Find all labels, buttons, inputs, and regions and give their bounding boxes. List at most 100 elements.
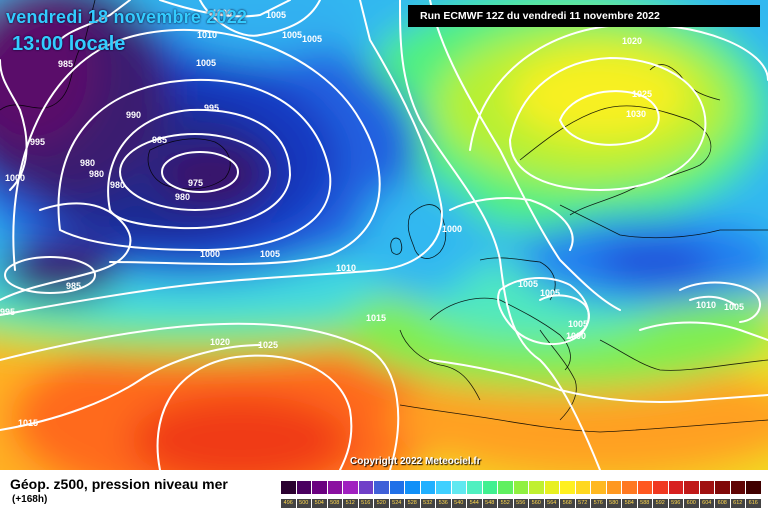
pressure-label: 1005 [302, 34, 322, 44]
pressure-label: 975 [188, 178, 203, 188]
color-swatch [482, 481, 498, 494]
scale-tick-label: 544 [467, 499, 483, 508]
scale-tick-label: 588 [637, 499, 653, 508]
scale-tick-label: 496 [281, 499, 297, 508]
color-swatch [374, 481, 390, 494]
pressure-label: 980 [175, 192, 190, 202]
isobar-low-west [4, 256, 96, 294]
scale-tick-label: 616 [746, 499, 762, 508]
pressure-label: 1005 [196, 58, 216, 68]
scale-tick-label: 592 [653, 499, 669, 508]
scale-tick-label: 548 [482, 499, 498, 508]
scale-tick-label: 556 [513, 499, 529, 508]
pressure-label: 1025 [258, 340, 278, 350]
scale-tick-label: 612 [730, 499, 746, 508]
color-swatch [668, 481, 684, 494]
color-swatch [746, 481, 762, 494]
pressure-label: 1025 [632, 89, 652, 99]
color-swatch [358, 481, 374, 494]
pressure-label: 1005 [724, 302, 744, 312]
color-swatch [606, 481, 622, 494]
color-swatch [575, 481, 591, 494]
pressure-label: 1020 [622, 36, 642, 46]
pressure-label: 980 [110, 180, 125, 190]
pressure-label: 985 [58, 59, 73, 69]
scale-tick-label: 512 [343, 499, 359, 508]
scale-tick-label: 572 [575, 499, 591, 508]
scale-tick-label: 560 [529, 499, 545, 508]
scale-tick-label: 536 [436, 499, 452, 508]
color-swatch [451, 481, 467, 494]
pressure-label: 995 [204, 103, 219, 113]
scale-tick-label: 568 [560, 499, 576, 508]
color-swatch [684, 481, 700, 494]
pressure-label: 1000 [200, 249, 220, 259]
pressure-label: 985 [66, 281, 81, 291]
scale-tick-label: 508 [327, 499, 343, 508]
scale-tick-label: 520 [374, 499, 390, 508]
color-swatch [699, 481, 715, 494]
scale-tick-label: 532 [420, 499, 436, 508]
pressure-label: 1010 [336, 263, 356, 273]
pressure-label: 1010 [696, 300, 716, 310]
scale-tick-label: 596 [668, 499, 684, 508]
pressure-label: 1015 [18, 418, 38, 428]
legend-bar: Géop. z500, pression niveau mer (+168h) … [0, 470, 768, 512]
color-swatch [281, 481, 297, 494]
color-swatch [296, 481, 312, 494]
scale-tick-label: 576 [591, 499, 607, 508]
pressure-label: 1020 [210, 337, 230, 347]
pressure-label: 1030 [626, 109, 646, 119]
color-swatch [730, 481, 746, 494]
color-swatch [622, 481, 638, 494]
color-swatch [436, 481, 452, 494]
color-swatch [312, 481, 328, 494]
pressure-label: 1010 [197, 30, 217, 40]
legend-title: Géop. z500, pression niveau mer [10, 476, 228, 492]
color-swatch [467, 481, 483, 494]
color-swatch [653, 481, 669, 494]
isobar-low-center [161, 151, 239, 193]
pressure-label: 1000 [566, 331, 586, 341]
color-swatch [327, 481, 343, 494]
color-swatch [343, 481, 359, 494]
scale-tick-label: 600 [684, 499, 700, 508]
color-swatch [560, 481, 576, 494]
forecast-date: vendredi 18 novembre 2022 [6, 7, 248, 27]
pressure-label: 1005 [568, 319, 588, 329]
color-swatch [529, 481, 545, 494]
pressure-label: 1005 [282, 30, 302, 40]
forecast-time: 13:00 locale [12, 33, 126, 55]
color-swatch [420, 481, 436, 494]
isobar-low-980 [119, 133, 271, 211]
pressure-labels: 1000 1005 1005 1010 1005 985 1005 995 99… [0, 8, 744, 428]
copyright: Copyright 2022 Meteociel.fr [350, 456, 481, 467]
scale-tick-label: 604 [699, 499, 715, 508]
scale-tick-label: 500 [296, 499, 312, 508]
color-scale [281, 481, 762, 494]
pressure-label: 985 [152, 135, 167, 145]
color-swatch [715, 481, 731, 494]
color-swatch [544, 481, 560, 494]
scale-tick-label: 580 [606, 499, 622, 508]
pressure-label: 1005 [260, 249, 280, 259]
color-swatch [513, 481, 529, 494]
pressure-label: 1000 [442, 224, 462, 234]
pressure-label: 990 [126, 110, 141, 120]
scale-tick-label: 504 [312, 499, 328, 508]
scale-tick-label: 564 [544, 499, 560, 508]
color-swatch [389, 481, 405, 494]
scale-tick-label: 516 [358, 499, 374, 508]
pressure-label: 1005 [540, 288, 560, 298]
pressure-label: 1005 [518, 279, 538, 289]
pressure-label: 980 [89, 169, 104, 179]
run-info: Run ECMWF 12Z du vendredi 11 novembre 20… [408, 5, 760, 27]
pressure-label: 1000 [5, 173, 25, 183]
pressure-label: 980 [80, 158, 95, 168]
color-scale-ticks: 496 500 504 508 512 516 520 524 528 532 536 540 544 5… [281, 499, 762, 508]
pressure-label: 995 [0, 307, 15, 317]
pressure-label: 1015 [366, 313, 386, 323]
weather-map: 1000 1005 1005 1010 1005 985 1005 995 99… [0, 0, 768, 470]
legend-subtitle: (+168h) [12, 494, 48, 505]
geopotential-field [0, 0, 768, 470]
